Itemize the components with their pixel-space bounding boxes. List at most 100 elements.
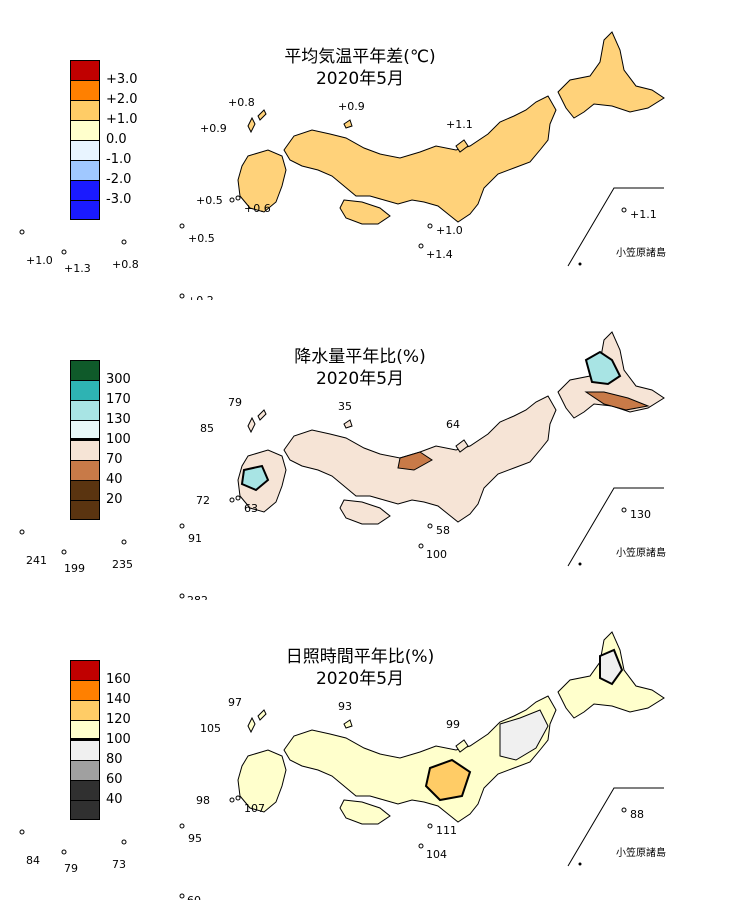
legend-label: 0.0 — [106, 132, 127, 147]
japan-map: +0.8 +0.9+0.9+0.5+0.6+1.1+1.0+1.4+0.5+1.0… — [19, 31, 666, 300]
station-value-rebun: 79 — [228, 396, 242, 409]
panel-title: 平均気温平年差(℃) 2020年5月 — [180, 46, 540, 90]
legend-swatch — [70, 380, 100, 400]
title-line2: 2020年5月 — [315, 69, 405, 89]
legend-swatches — [70, 60, 100, 220]
island-marker — [229, 497, 235, 503]
title-line2: 2020年5月 — [315, 669, 405, 689]
title-line2: 2020年5月 — [315, 369, 405, 389]
station-value-hachijo2: 100 — [426, 548, 447, 561]
legend-swatch — [70, 200, 100, 220]
station-value-tsushima: +0.9 — [200, 122, 227, 135]
inset-frame — [567, 187, 664, 267]
island-marker — [578, 862, 582, 866]
legend-label: -3.0 — [106, 192, 132, 207]
station-value-goto: 72 — [196, 494, 210, 507]
station-value-oki: 93 — [338, 700, 352, 713]
station-value-amami: 95 — [188, 832, 202, 845]
station-value-goto: +0.5 — [196, 194, 223, 207]
island-marker — [235, 195, 241, 201]
legend-label: 160 — [106, 672, 131, 687]
station-value-ishigaki: 199 — [64, 562, 85, 575]
station-value-yonaguni: 84 — [26, 854, 40, 867]
legend-label: +2.0 — [106, 92, 138, 107]
legend-swatch — [70, 120, 100, 140]
island-rebun — [257, 709, 267, 721]
island-marker — [418, 243, 424, 249]
island-marker — [61, 849, 67, 855]
legend-label: 300 — [106, 372, 131, 387]
station-value-sado: 99 — [446, 718, 460, 731]
island-marker — [121, 539, 127, 545]
station-value-rebun: 97 — [228, 696, 242, 709]
island-marker — [578, 562, 582, 566]
station-value-hachijo2: 104 — [426, 848, 447, 861]
island-marker — [61, 549, 67, 555]
station-value-naha: +0.8 — [112, 258, 139, 271]
island-tsushima — [247, 416, 256, 434]
legend-label: 140 — [106, 692, 131, 707]
panel-title: 日照時間平年比(%) 2020年5月 — [180, 646, 540, 690]
station-value-chichijima: 130 — [630, 508, 651, 521]
panel-title: 降水量平年比(%) 2020年5月 — [180, 346, 540, 390]
island-shikoku — [339, 199, 391, 225]
high-precip-area — [584, 350, 622, 386]
station-value-amami: 91 — [188, 532, 202, 545]
island-marker — [427, 823, 433, 829]
legend-label: -1.0 — [106, 152, 132, 167]
title-line1: 日照時間平年比(%) — [285, 647, 435, 667]
legend-swatch — [70, 180, 100, 200]
legend-label: 40 — [106, 792, 123, 807]
legend-label: 170 — [106, 392, 131, 407]
legend-swatch — [70, 480, 100, 500]
title-line1: 平均気温平年差(℃) — [284, 47, 436, 67]
island-marker — [179, 893, 185, 899]
island-marker — [121, 839, 127, 845]
inset-label: 小笠原諸島 — [616, 846, 666, 859]
station-value-goto2: 107 — [244, 802, 265, 815]
legend-swatch — [70, 680, 100, 700]
precipitation-panel: 降水量平年比(%) 2020年5月 300 170 130 100 70 40 20 79 3… — [0, 300, 750, 600]
japan-map: 79 35 85 72 63 64 58 100 91 241 199 235 282 130 小笠原諸島 — [19, 331, 666, 600]
station-value-goto2: 63 — [244, 502, 258, 515]
island-marker — [229, 797, 235, 803]
island-kyushu — [237, 149, 287, 213]
island-rebun — [257, 409, 267, 421]
legend-label: +3.0 — [106, 72, 138, 87]
legend-label: 100 — [106, 432, 131, 447]
legend-label: 80 — [106, 752, 123, 767]
island-shikoku — [339, 799, 391, 825]
station-value-oki: 35 — [338, 400, 352, 413]
legend: 160 140 120 100 80 60 40 — [70, 660, 131, 820]
legend-swatches — [70, 660, 100, 820]
island-marker — [19, 829, 25, 835]
high-sunshine-area — [424, 758, 472, 802]
station-value-amami: +0.5 — [188, 232, 215, 245]
station-value-hachijo: 58 — [436, 524, 450, 537]
island-marker — [578, 262, 582, 266]
station-value-sado: +1.1 — [446, 118, 473, 131]
station-value-oki: +0.9 — [338, 100, 365, 113]
station-value-naha: 235 — [112, 558, 133, 571]
island-marker — [621, 507, 627, 513]
legend-swatch — [70, 700, 100, 720]
legend-label: 130 — [106, 412, 131, 427]
island-marker — [179, 523, 185, 529]
station-value-tsushima: 105 — [200, 722, 221, 735]
island-oki — [343, 719, 353, 729]
station-value-chichijima: 88 — [630, 808, 644, 821]
japan-map: 97 93 105 98 107 99 111 104 95 84 79 73 60 88 小笠原諸島 — [19, 631, 666, 900]
island-sado — [455, 739, 469, 753]
island-marker — [179, 293, 185, 299]
island-marker — [418, 843, 424, 849]
island-tsushima — [247, 716, 256, 734]
legend-swatch — [70, 80, 100, 100]
legend-label: 20 — [106, 492, 123, 507]
legend-swatch — [70, 440, 100, 460]
island-kyushu — [237, 749, 287, 813]
legend-swatch — [70, 720, 100, 740]
island-rebun — [257, 109, 267, 121]
inset-frame — [567, 787, 664, 867]
station-value-rebun: +0.8 — [228, 96, 255, 109]
inset-frame — [567, 487, 664, 567]
